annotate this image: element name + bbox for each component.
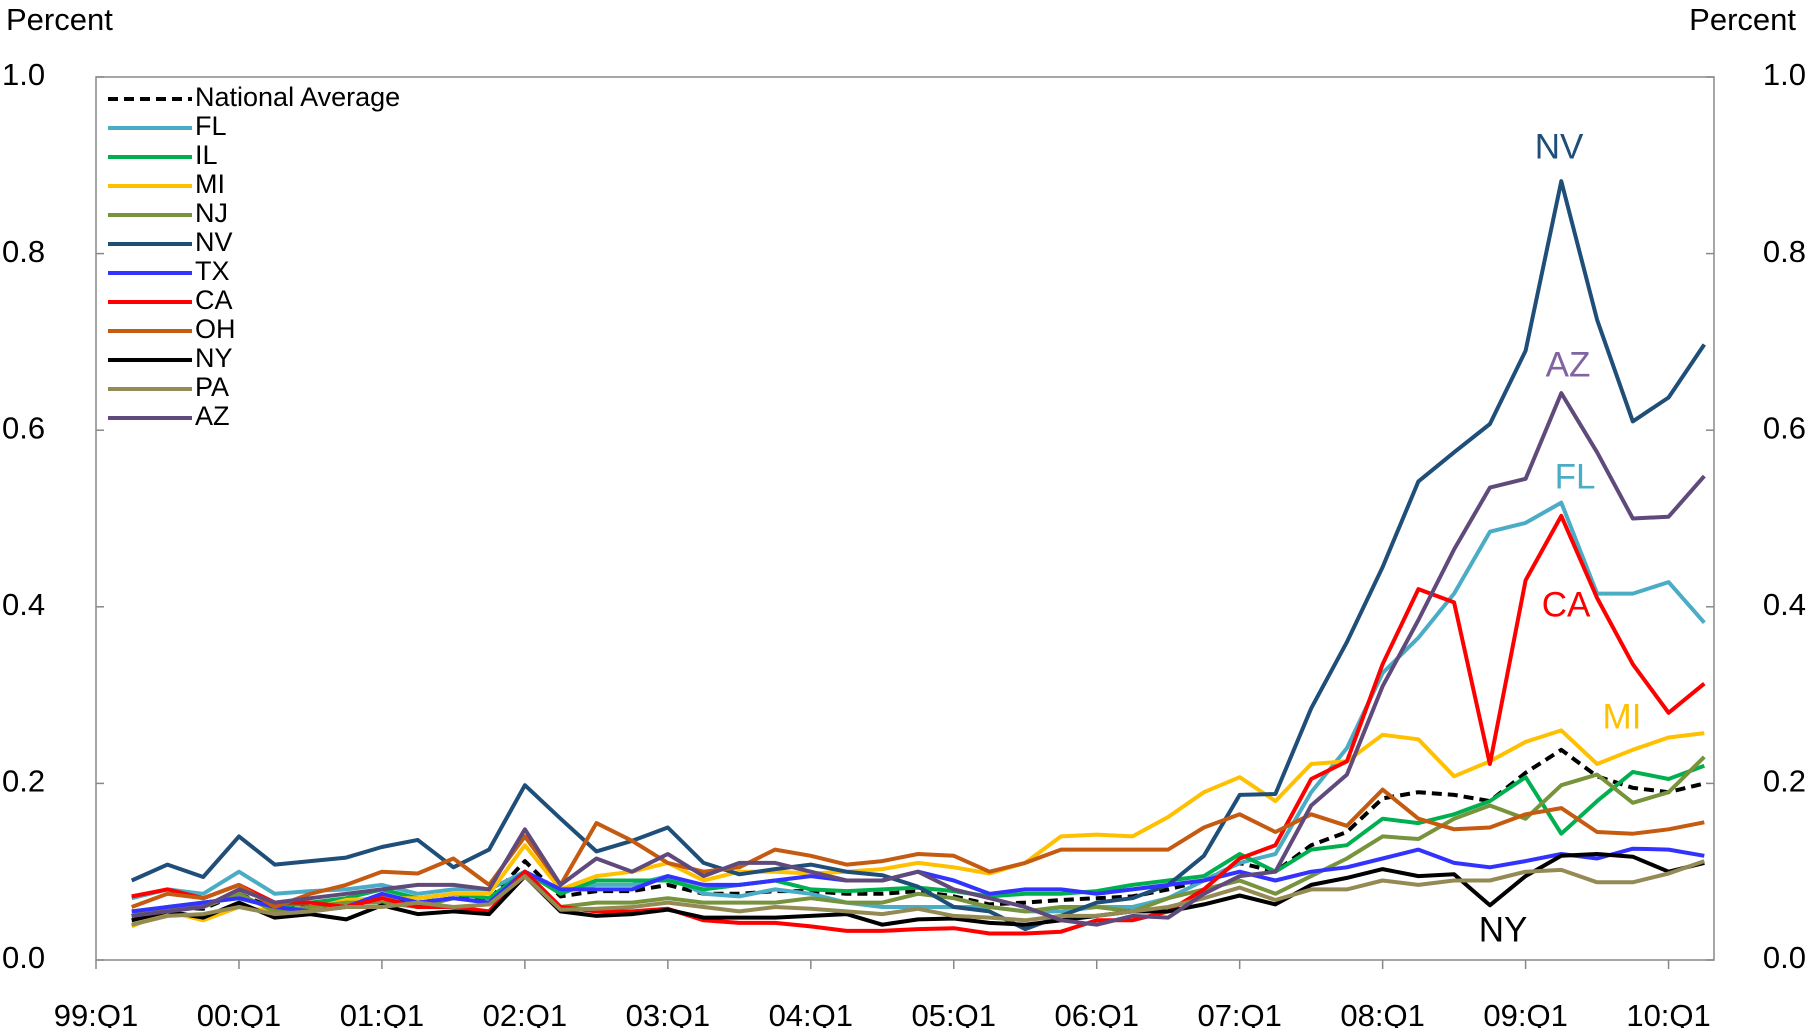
y2-tick-label: 0.6	[1763, 410, 1806, 445]
x-tick-label: 99:Q1	[54, 998, 138, 1028]
y2-axis-label: Percent	[1689, 2, 1796, 37]
annotation: CA	[1542, 585, 1591, 624]
legend-label: TX	[195, 256, 230, 286]
x-tick-label: 04:Q1	[769, 998, 853, 1028]
series-line	[131, 787, 1705, 909]
legend-label: NY	[195, 343, 233, 373]
y-tick-label: 0.6	[2, 410, 45, 445]
series-line	[131, 513, 1706, 936]
series-line	[131, 859, 1705, 927]
legend-label: CA	[195, 285, 233, 315]
legend-label: NV	[195, 227, 233, 257]
y-tick-label: 0.4	[2, 587, 45, 622]
series-line	[131, 852, 1705, 927]
y-tick-label: 0.0	[2, 940, 45, 975]
x-tick-label: 05:Q1	[912, 998, 996, 1028]
x-tick-label: 02:Q1	[483, 998, 567, 1028]
x-tick-label: 01:Q1	[340, 998, 424, 1028]
annotation: NY	[1479, 910, 1528, 949]
series-line	[131, 391, 1706, 927]
x-tick-label: 03:Q1	[626, 998, 710, 1028]
y2-tick-label: 0.4	[1763, 587, 1806, 622]
legend-label: OH	[195, 314, 236, 344]
plot-frame	[95, 76, 1715, 961]
legend-label: NJ	[195, 198, 228, 228]
annotation: MI	[1603, 697, 1642, 736]
x-tick-label: 09:Q1	[1483, 998, 1567, 1028]
legend-label: FL	[195, 111, 227, 141]
y-tick-label: 0.8	[2, 234, 45, 269]
x-tick-label: 08:Q1	[1340, 998, 1424, 1028]
y2-tick-label: 0.0	[1763, 940, 1806, 975]
y-tick-label: 0.2	[2, 764, 45, 799]
legend-label: MI	[195, 169, 225, 199]
y-tick-label: 1.0	[2, 57, 45, 92]
y2-tick-label: 1.0	[1763, 57, 1806, 92]
legend-label: National Average	[195, 82, 400, 112]
series-line	[130, 179, 1706, 932]
y2-tick-label: 0.8	[1763, 234, 1806, 269]
annotation: FL	[1555, 457, 1596, 496]
annotation: AZ	[1546, 345, 1591, 384]
y2-tick-label: 0.2	[1763, 764, 1806, 799]
x-tick-label: 00:Q1	[197, 998, 281, 1028]
x-tick-label: 10:Q1	[1626, 998, 1710, 1028]
x-tick-label: 07:Q1	[1197, 998, 1281, 1028]
legend-label: IL	[195, 140, 218, 170]
legend-label: PA	[195, 372, 229, 402]
x-tick-label: 06:Q1	[1054, 998, 1138, 1028]
annotation: NV	[1535, 127, 1584, 166]
y-axis-label: Percent	[6, 2, 113, 37]
legend-label: AZ	[195, 401, 230, 431]
